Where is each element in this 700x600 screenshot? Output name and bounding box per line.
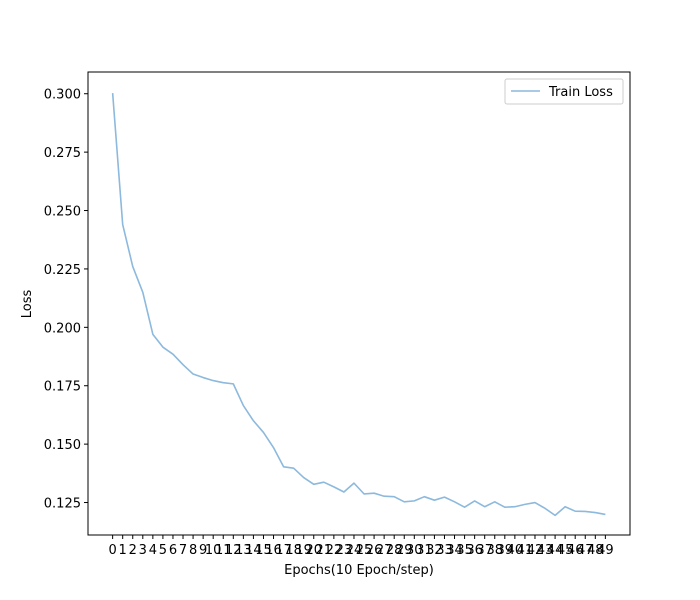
plot-frame [87, 71, 631, 536]
x-tick-label: 22 [326, 543, 343, 558]
x-tick-label: 9 [199, 543, 207, 558]
x-tick-label: 14 [245, 543, 262, 558]
y-tick-label: 0.300 [44, 88, 81, 103]
x-tick-label: 2 [129, 543, 137, 558]
x-tick-label: 38 [486, 543, 503, 558]
x-tick-label: 49 [597, 543, 614, 558]
y-tick-label: 0.275 [44, 146, 81, 161]
y-axis-label: Loss [20, 290, 35, 319]
x-axis-label: Epochs(10 Epoch/step) [284, 563, 434, 578]
x-tick-label: 44 [547, 543, 564, 558]
x-tick-label: 12 [225, 543, 242, 558]
x-tick-label: 32 [426, 543, 443, 558]
x-tick-label: 25 [356, 543, 373, 558]
x-tick-label: 30 [406, 543, 423, 558]
x-tick-label: 28 [386, 543, 403, 558]
x-tick-label: 5 [159, 543, 167, 558]
x-tick-label: 10 [205, 543, 222, 558]
legend-box [504, 78, 624, 105]
legend: Train Loss [504, 78, 624, 105]
x-tick-label: 34 [446, 543, 463, 558]
y-tick-label: 0.150 [44, 438, 81, 453]
x-tick-label: 24 [346, 543, 363, 558]
x-tick-label: 23 [336, 543, 353, 558]
x-axis-ticks: 0 1 2 3 4 5 6 7 8 9101112131415161718192021222324… [108, 535, 614, 558]
x-tick-label: 27 [376, 543, 393, 558]
x-tick-label: 19 [295, 543, 312, 558]
x-tick-label: 26 [366, 543, 383, 558]
x-tick-label: 15 [255, 543, 272, 558]
x-tick-label: 40 [507, 543, 524, 558]
legend-label: Train Loss [548, 85, 613, 100]
x-tick-label: 47 [577, 543, 594, 558]
y-tick-label: 0.225 [44, 263, 81, 278]
x-tick-label: 7 [179, 543, 187, 558]
x-tick-label: 21 [316, 543, 333, 558]
x-tick-label: 48 [587, 543, 604, 558]
x-tick-label: 16 [265, 543, 282, 558]
x-tick-label: 29 [396, 543, 413, 558]
y-tick-label: 0.200 [44, 321, 81, 336]
series-line-train-loss [111, 92, 606, 517]
x-tick-label: 41 [517, 543, 534, 558]
x-tick-label: 31 [416, 543, 433, 558]
x-tick-label: 20 [305, 543, 322, 558]
x-tick-label: 1 [119, 543, 127, 558]
x-tick-label: 4 [149, 543, 157, 558]
x-tick-label: 33 [436, 543, 453, 558]
x-tick-label: 45 [557, 543, 574, 558]
y-tick-label: 0.125 [44, 497, 81, 512]
x-tick-label: 36 [466, 543, 483, 558]
x-tick-label: 42 [527, 543, 544, 558]
y-axis-ticks: 0.125 0.150 0.175 0.200 0.225 0.250 0.275 0.300 [44, 88, 88, 512]
x-tick-label: 39 [497, 543, 514, 558]
x-tick-label: 13 [235, 543, 252, 558]
x-tick-label: 8 [189, 543, 197, 558]
x-tick-label: 18 [285, 543, 302, 558]
x-tick-label: 37 [476, 543, 493, 558]
series-layer [111, 92, 606, 517]
x-tick-label: 46 [567, 543, 584, 558]
y-tick-label: 0.250 [44, 205, 81, 220]
x-tick-label: 35 [456, 543, 473, 558]
x-tick-label: 6 [169, 543, 177, 558]
x-tick-label: 0 [108, 543, 116, 558]
y-tick-label: 0.175 [44, 380, 81, 395]
x-tick-label: 43 [537, 543, 554, 558]
x-tick-label: 3 [139, 543, 147, 558]
x-tick-label: 11 [215, 543, 232, 558]
x-tick-label: 17 [275, 543, 292, 558]
